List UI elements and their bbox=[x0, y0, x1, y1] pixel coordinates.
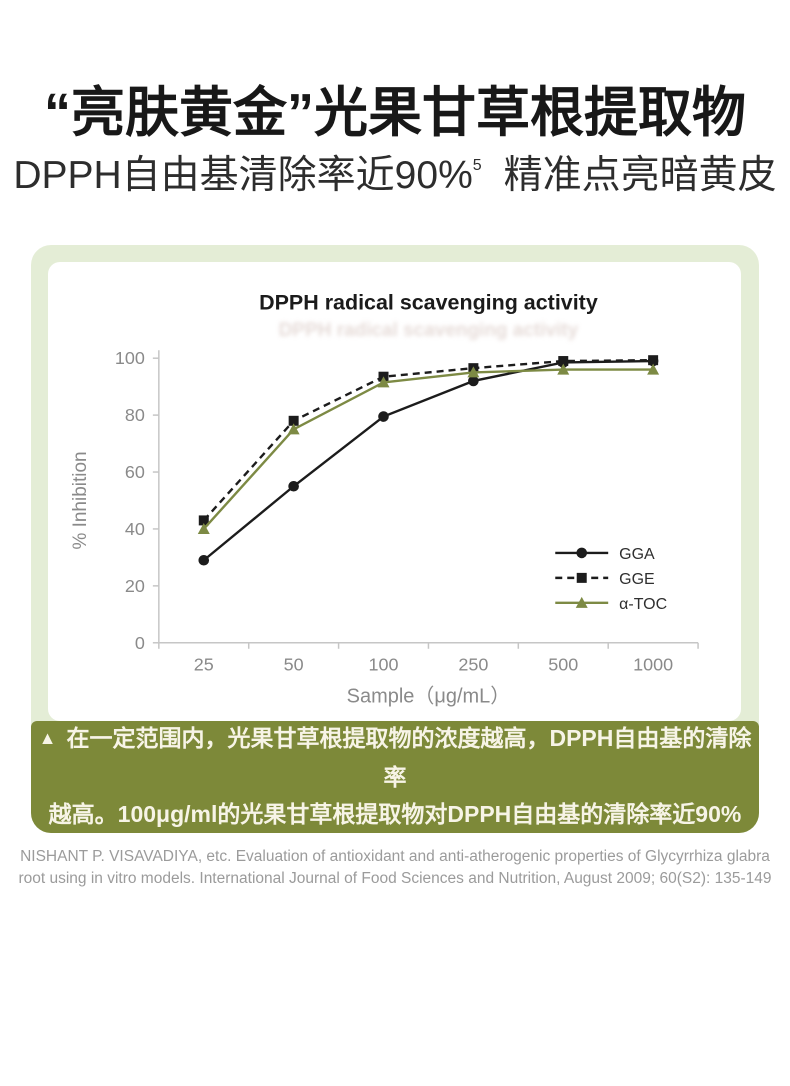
citation-line1: NISHANT P. VISAVADIYA, etc. Evaluation o… bbox=[20, 847, 770, 865]
marker-GGA bbox=[468, 375, 479, 387]
marker-GGA bbox=[288, 480, 299, 492]
legend-item-GGA: GGA bbox=[555, 546, 655, 563]
marker-GGA bbox=[576, 547, 588, 559]
marker-α-TOC bbox=[197, 522, 210, 534]
dpph-line-chart: DPPH radical scavenging activity DPPH rad… bbox=[70, 290, 699, 708]
marker-α-TOC bbox=[557, 363, 570, 375]
marker-GGE bbox=[288, 415, 299, 426]
conclusion-banner: ▲ 在一定范围内，光果甘草根提取物的浓度越高，DPPH自由基的清除率 越高。100… bbox=[31, 720, 759, 833]
marker-α-TOC bbox=[287, 423, 300, 435]
y-tick-label: 20 bbox=[125, 576, 145, 596]
x-axis-title: Sample（μg/mL） bbox=[347, 686, 511, 708]
chart-title: DPPH radical scavenging activity bbox=[259, 290, 598, 314]
series-line-GGA bbox=[203, 359, 654, 562]
x-tick-label: 250 bbox=[458, 655, 488, 675]
legend-item-α-TOC: α-TOC bbox=[555, 596, 667, 613]
citation-line2: root using in vitro models. Internationa… bbox=[18, 869, 772, 887]
legend-item-GGE: GGE bbox=[555, 571, 655, 588]
callout-row-1: ▲ 在一定范围内，光果甘草根提取物的浓度越高，DPPH自由基的清除率 bbox=[31, 720, 759, 796]
series-line-α-TOC bbox=[202, 368, 654, 530]
chart-card: DPPH radical scavenging activity DPPH rad… bbox=[48, 261, 741, 721]
x-tick-label: 25 bbox=[194, 655, 214, 675]
citation: NISHANT P. VISAVADIYA, etc. Evaluation o… bbox=[0, 846, 790, 890]
marker-GGE bbox=[558, 355, 569, 366]
page-subtitle: DPPH自由基清除率近90%5 精准点亮暗黄皮 bbox=[0, 154, 790, 199]
marker-GGE bbox=[576, 572, 587, 583]
y-tick-label: 80 bbox=[125, 405, 145, 425]
callout-line1: 在一定范围内，光果甘草根提取物的浓度越高，DPPH自由基的清除率 bbox=[66, 725, 752, 791]
y-tick-label: 60 bbox=[125, 462, 145, 482]
y-axis-title: % Inhibition bbox=[70, 451, 91, 549]
x-tick-label: 1000 bbox=[633, 655, 673, 675]
marker-α-TOC bbox=[575, 596, 588, 608]
x-tick-label: 500 bbox=[548, 655, 578, 675]
subtitle-tail: 精准点亮暗黄皮 bbox=[503, 154, 777, 198]
triangle-bullet-icon: ▲ bbox=[38, 728, 57, 749]
legend-label-α-TOC: α-TOC bbox=[619, 596, 667, 613]
subtitle-main: DPPH自由基清除率近90% bbox=[13, 154, 473, 198]
series-line-GGE bbox=[202, 358, 654, 522]
marker-α-TOC bbox=[467, 366, 480, 378]
y-tick-label: 40 bbox=[125, 519, 145, 539]
y-tick-label: 0 bbox=[135, 633, 145, 653]
callout-line2: 越高。100μg/ml的光果甘草根提取物对DPPH自由基的清除率近90% bbox=[48, 801, 742, 828]
legend-label-GGE: GGE bbox=[619, 571, 655, 588]
legend-label-GGA: GGA bbox=[619, 546, 655, 563]
y-tick-label: 100 bbox=[115, 348, 145, 368]
x-tick-label: 50 bbox=[284, 655, 304, 675]
chart-title-ghost: DPPH radical scavenging activity bbox=[279, 320, 579, 341]
marker-α-TOC bbox=[377, 376, 390, 388]
footnote-marker: 5 bbox=[472, 157, 482, 175]
page-title: “亮肤黄金”光果甘草根提取物 bbox=[44, 83, 746, 143]
marker-GGA bbox=[198, 554, 210, 566]
marker-GGA bbox=[378, 411, 389, 422]
marker-α-TOC bbox=[647, 363, 660, 375]
marker-GGE bbox=[648, 355, 659, 366]
x-tick-label: 100 bbox=[369, 655, 399, 675]
chart-panel: DPPH radical scavenging activity DPPH rad… bbox=[31, 244, 759, 833]
marker-GGE bbox=[198, 515, 209, 526]
page: “亮肤黄金”光果甘草根提取物 DPPH自由基清除率近90%5 精准点亮暗黄皮 DP… bbox=[0, 82, 790, 890]
